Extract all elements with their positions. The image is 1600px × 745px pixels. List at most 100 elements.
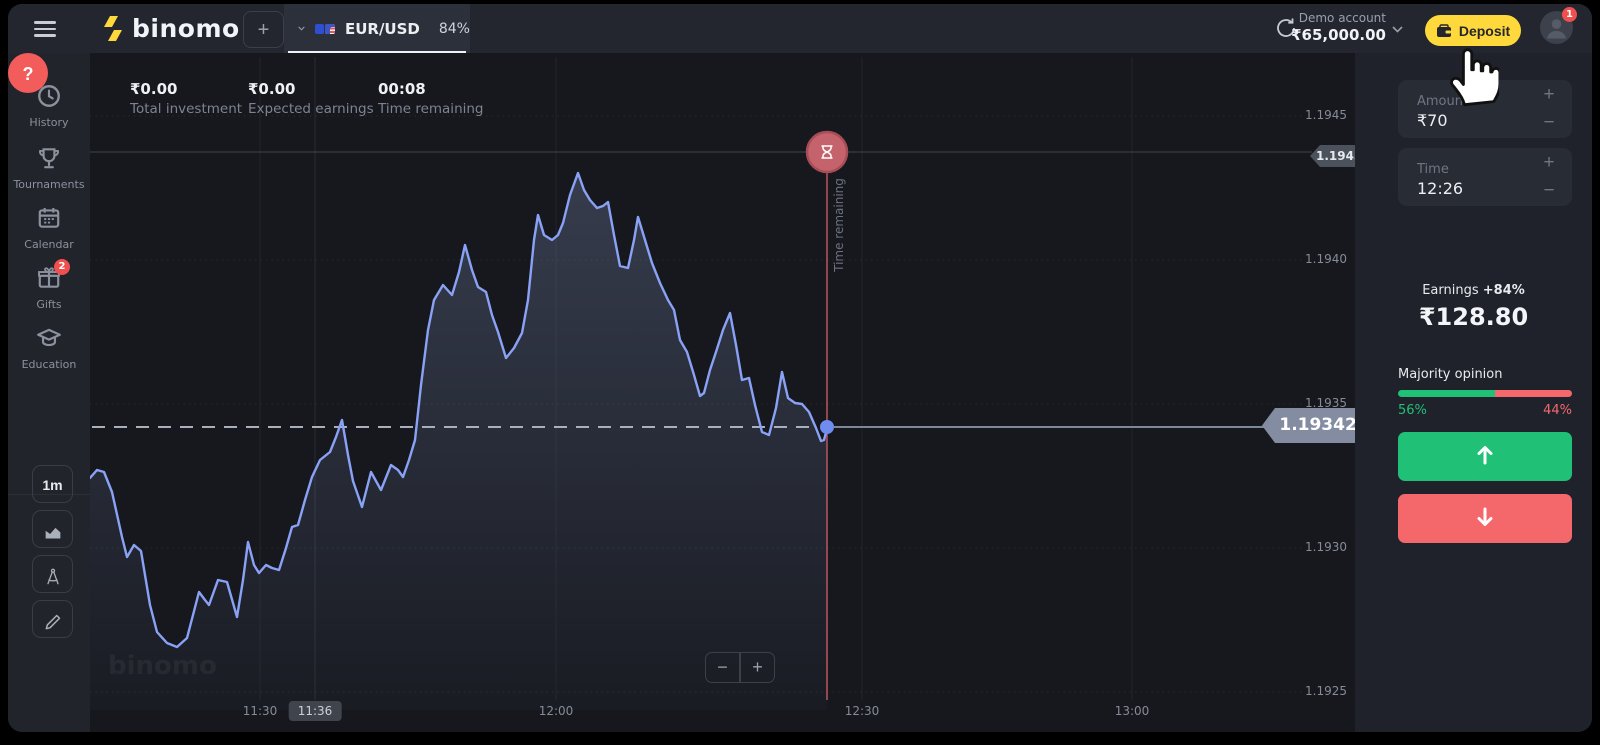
- down-arrow-icon: [1477, 507, 1493, 526]
- refresh-icon[interactable]: [1274, 16, 1298, 40]
- area-fill: [90, 173, 827, 710]
- top-bar: binomo + EUR/USD 84% Demo account ₹65,00…: [8, 4, 1592, 53]
- trophy-icon: [39, 148, 59, 169]
- logo-lightning-icon: [104, 15, 122, 41]
- sidebar-item-gifts[interactable]: 2 Gifts: [8, 259, 90, 311]
- account-type-label: Demo account: [1298, 11, 1386, 25]
- indicators-button[interactable]: [32, 555, 73, 593]
- earnings-label: Earnings: [1422, 283, 1479, 298]
- stat-label: Expected earnings: [248, 101, 374, 117]
- sidebar-item-label: Gifts: [36, 298, 62, 311]
- stat-value: 00:08: [378, 80, 426, 98]
- amount-increase-button[interactable]: +: [1536, 82, 1562, 108]
- sidebar-item-history[interactable]: History: [8, 83, 90, 129]
- y-axis-label: 1.1935: [1305, 396, 1347, 410]
- y-axis-label: 1.1940: [1305, 252, 1347, 266]
- asset-tab[interactable]: EUR/USD 84%: [284, 4, 470, 53]
- logo-text: binomo: [132, 14, 240, 43]
- deposit-label: Deposit: [1458, 22, 1511, 39]
- stat-label: Time remaining: [378, 101, 484, 117]
- account-balance: ₹65,000.00: [1291, 26, 1386, 44]
- x-axis-label: 12:30: [844, 704, 880, 718]
- calendar-icon: [38, 208, 60, 228]
- trade-panel: Amount ₹70 + − Time 12:26 + − Earnings +…: [1355, 53, 1592, 732]
- earnings-percent: +84%: [1482, 283, 1525, 298]
- put-down-button[interactable]: [1398, 494, 1572, 543]
- add-tab-button[interactable]: +: [243, 11, 284, 48]
- stat-label: Total investment: [130, 101, 243, 117]
- area-chart-icon: [45, 527, 60, 539]
- time-label: Time: [1417, 162, 1449, 177]
- stat-value: ₹0.00: [130, 80, 178, 98]
- chart-type-button[interactable]: [32, 510, 73, 548]
- pencil-icon: [45, 614, 60, 629]
- person-icon: [1546, 19, 1567, 39]
- app-window: binomo + EUR/USD 84% Demo account ₹65,00…: [8, 4, 1592, 732]
- amount-decrease-button[interactable]: −: [1536, 110, 1562, 136]
- chart-watermark: binomo: [108, 651, 217, 681]
- amount-label: Amount: [1417, 94, 1469, 109]
- sidebar-item-label: History: [29, 116, 69, 129]
- up-arrow-icon: [1477, 446, 1493, 465]
- time-decrease-button[interactable]: −: [1536, 178, 1562, 204]
- chevron-down-icon: [1392, 26, 1403, 33]
- y-axis-label: 1.1925: [1305, 684, 1347, 698]
- time-value[interactable]: 12:26: [1417, 179, 1464, 198]
- majority-bar-up: [1398, 390, 1496, 397]
- amount-field[interactable]: Amount ₹70 + −: [1398, 80, 1572, 138]
- amount-value[interactable]: ₹70: [1417, 111, 1448, 130]
- earnings-line: Earnings +84%: [1355, 283, 1592, 298]
- y-axis-label: 1.1945: [1305, 108, 1347, 122]
- account-selector[interactable]: Demo account ₹65,000.00: [1198, 11, 1386, 44]
- drawing-tools-button[interactable]: [32, 600, 73, 638]
- majority-down-percent: 44%: [1543, 403, 1572, 418]
- majority-up-percent: 56%: [1398, 403, 1427, 418]
- sidebar-item-label: Education: [21, 358, 77, 371]
- chevron-down-icon: [298, 26, 305, 31]
- price-chart: [90, 57, 1312, 710]
- deposit-button[interactable]: Deposit: [1425, 15, 1521, 46]
- hamburger-menu-icon[interactable]: [34, 21, 56, 37]
- zoom-out-button[interactable]: −: [705, 652, 740, 683]
- time-field[interactable]: Time 12:26 + −: [1398, 148, 1572, 206]
- wallet-icon: [1436, 23, 1451, 37]
- majority-opinion-label: Majority opinion: [1398, 367, 1503, 382]
- sidebar-item-calendar[interactable]: Calendar: [8, 205, 90, 251]
- asset-pair-label: EUR/USD: [344, 19, 420, 38]
- zoom-in-button[interactable]: +: [740, 652, 775, 683]
- chart-area[interactable]: ₹0.00 Total investment ₹0.00 Expected ea…: [90, 53, 1355, 732]
- sidebar-item-education[interactable]: Education: [8, 325, 90, 371]
- time-increase-button[interactable]: +: [1536, 150, 1562, 176]
- last-price-dot: [820, 420, 834, 434]
- eu-flag-icon: [314, 23, 325, 34]
- sidebar-item-label: Tournaments: [13, 178, 85, 191]
- notification-badge: 1: [1562, 7, 1577, 22]
- time-remaining-vertical-label: Time remaining: [832, 178, 846, 272]
- graduation-cap-icon: [37, 328, 61, 347]
- hourglass-icon: [821, 145, 833, 159]
- majority-bar-down: [1495, 390, 1572, 397]
- stat-total-investment: ₹0.00 Total investment: [130, 80, 242, 117]
- x-axis-label: 12:00: [538, 704, 574, 718]
- selected-time-tag: 11:36: [288, 701, 342, 721]
- earnings-value: ₹128.80: [1418, 303, 1529, 331]
- zoom-controls: − +: [705, 652, 775, 683]
- sidebar-item-tournaments[interactable]: Tournaments: [8, 145, 90, 191]
- gifts-badge: 2: [54, 259, 70, 275]
- binomo-logo: binomo: [102, 14, 240, 43]
- left-sidebar: History Tournaments Calendar 2 Gift: [8, 53, 90, 732]
- drafting-compass-icon: [46, 568, 59, 584]
- call-up-button[interactable]: [1398, 432, 1572, 481]
- x-axis-label: 13:00: [1114, 704, 1150, 718]
- stat-time-remaining: 00:08 Time remaining: [378, 80, 484, 117]
- majority-opinion-bar: [1398, 390, 1572, 397]
- y-axis-label: 1.1930: [1305, 540, 1347, 554]
- stat-expected-earnings: ₹0.00 Expected earnings: [248, 80, 374, 117]
- active-tab-underline: [288, 51, 466, 53]
- timeframe-button[interactable]: 1m: [32, 465, 73, 503]
- help-button[interactable]: ?: [8, 53, 48, 93]
- us-flag-icon: [325, 23, 335, 34]
- avatar[interactable]: 1: [1540, 7, 1577, 44]
- price-line: [90, 171, 829, 649]
- history-clock-icon: [38, 85, 60, 107]
